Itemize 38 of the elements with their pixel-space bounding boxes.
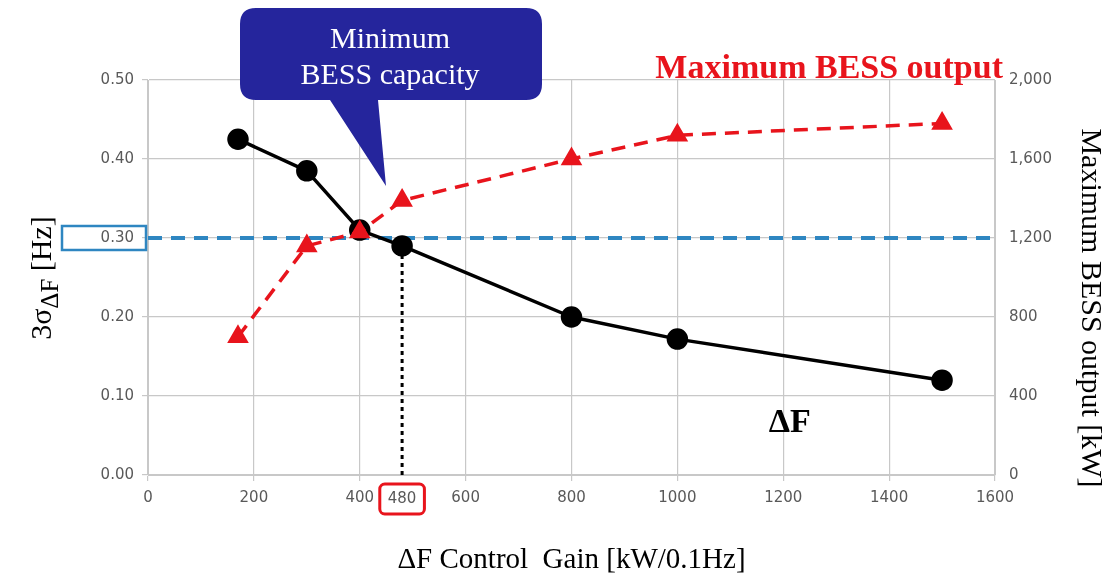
x-tick-label: 0	[143, 487, 153, 506]
point	[932, 112, 952, 130]
x-tick-label: 800	[557, 487, 586, 506]
point	[560, 306, 583, 328]
x-tick-label: 1600	[975, 487, 1015, 506]
point	[228, 326, 248, 343]
x-tick-label: 1200	[764, 487, 803, 506]
y2-tick-label: 800	[1009, 306, 1038, 325]
y2-tick-label: 1,200	[1009, 227, 1052, 246]
point	[666, 328, 689, 350]
y2-axis-title: Maximum BESS output [kW]	[1075, 128, 1109, 488]
ref-line-label: 480	[387, 488, 417, 507]
x-tick-label: 600	[451, 487, 480, 506]
annotation: Minimum BESS capacity	[299, 20, 481, 92]
point	[391, 235, 413, 257]
y-tick-label: 0.20	[100, 306, 134, 325]
y-tick-label: 0.00	[100, 464, 134, 483]
point	[227, 128, 249, 150]
y-tick-label: 0.40	[100, 148, 134, 167]
y-tick-label: 0.30	[100, 227, 134, 246]
series-label: ΔF	[768, 402, 811, 440]
series-label: Maximum BESS output	[655, 48, 1004, 85]
point	[931, 369, 953, 391]
x-tick-label: 200	[239, 487, 269, 506]
point	[561, 148, 582, 166]
y2-tick-label: 400	[1009, 385, 1038, 404]
x-axis-title: ΔF Control Gain [kW/0.1Hz]	[397, 542, 746, 575]
x-tick-label: 1000	[658, 487, 697, 506]
y-tick-label: 0.10	[100, 385, 134, 404]
y2-tick-label: 0	[1009, 464, 1019, 483]
y2-tick-label: 2,000	[1009, 69, 1052, 88]
y-tick-label: 0.50	[100, 69, 134, 88]
x-tick-label: 400	[345, 487, 375, 506]
point	[296, 160, 318, 182]
point	[392, 189, 412, 207]
y2-tick-label: 1,600	[1009, 148, 1052, 167]
point	[297, 235, 317, 253]
x-tick-label: 1400	[870, 487, 909, 506]
